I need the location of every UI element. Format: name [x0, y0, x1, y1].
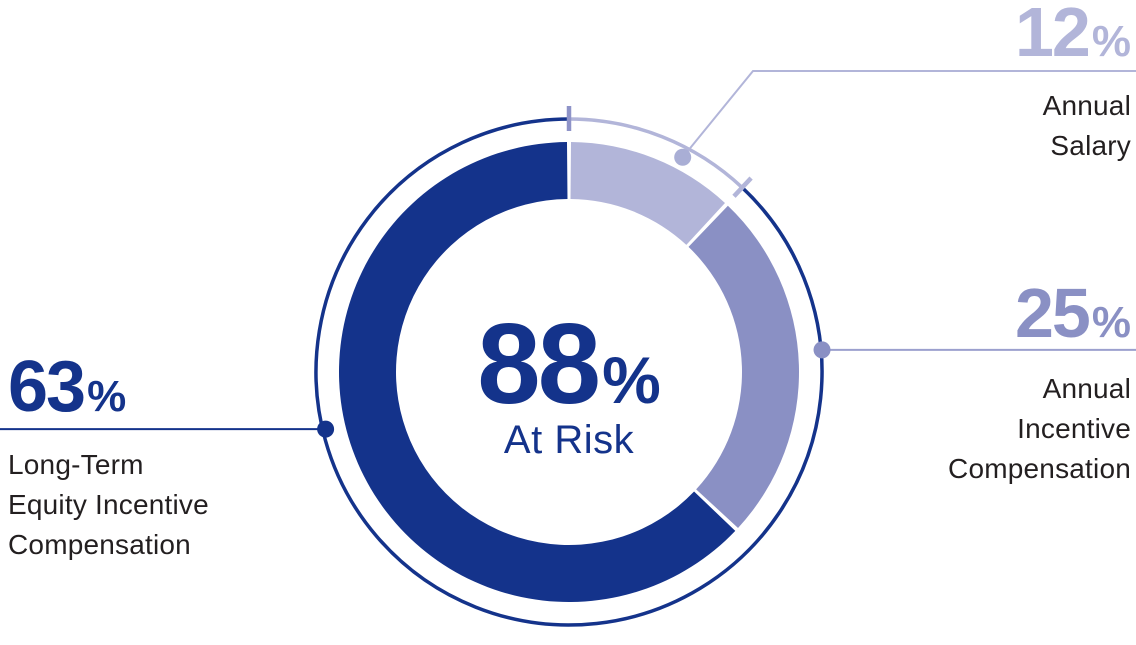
- donut-segment-1: [688, 205, 799, 528]
- long-term-equity-label: Long-Term Equity Incentive Compensation: [8, 445, 209, 565]
- callout-dot-1: [813, 341, 831, 359]
- annual-salary-percent: 12%: [1015, 0, 1131, 74]
- donut-segment-2: [338, 142, 736, 602]
- percent-sign: %: [1091, 298, 1131, 347]
- label-line: Compensation: [948, 453, 1131, 484]
- annual-salary-label: Annual Salary: [1015, 86, 1131, 166]
- callout-annual-incentive-compensation: 25% Annual Incentive Compensation: [948, 278, 1131, 489]
- ring-tick-1: [732, 176, 753, 198]
- label-line: Compensation: [8, 529, 191, 560]
- long-term-equity-percent: 63%: [8, 351, 209, 429]
- outer-ring-arc-0: [568, 117, 744, 189]
- label-line: Equity Incentive: [8, 489, 209, 520]
- label-line: Annual: [1042, 90, 1131, 121]
- outer-ring-arc-1: [314, 117, 824, 627]
- annual-incentive-value: 25: [1015, 274, 1091, 352]
- callout-dot-2: [317, 420, 335, 438]
- annual-incentive-label: Annual Incentive Compensation: [948, 369, 1131, 489]
- long-term-equity-value: 63: [8, 347, 86, 427]
- percent-sign: %: [1091, 17, 1131, 66]
- callout-line-0: [681, 70, 1136, 158]
- at-risk-value: 88: [477, 301, 601, 428]
- percent-sign: %: [602, 343, 661, 417]
- percent-sign: %: [87, 372, 127, 421]
- label-line: Salary: [1050, 130, 1131, 161]
- callout-annual-salary: 12% Annual Salary: [1015, 0, 1131, 166]
- callout-long-term-equity: 63% Long-Term Equity Incentive Compensat…: [8, 351, 209, 565]
- donut-segment-0: [570, 142, 725, 245]
- annual-incentive-percent: 25%: [948, 278, 1131, 355]
- center-at-risk-label: 88% At Risk: [369, 308, 769, 462]
- label-line: Long-Term: [8, 449, 144, 480]
- at-risk-caption: At Risk: [503, 418, 635, 462]
- at-risk-percent: 88%: [369, 308, 769, 429]
- label-line: Incentive: [1017, 413, 1131, 444]
- annual-salary-value: 12: [1015, 0, 1091, 71]
- callout-dot-0: [674, 148, 692, 166]
- label-line: Annual: [1042, 373, 1131, 404]
